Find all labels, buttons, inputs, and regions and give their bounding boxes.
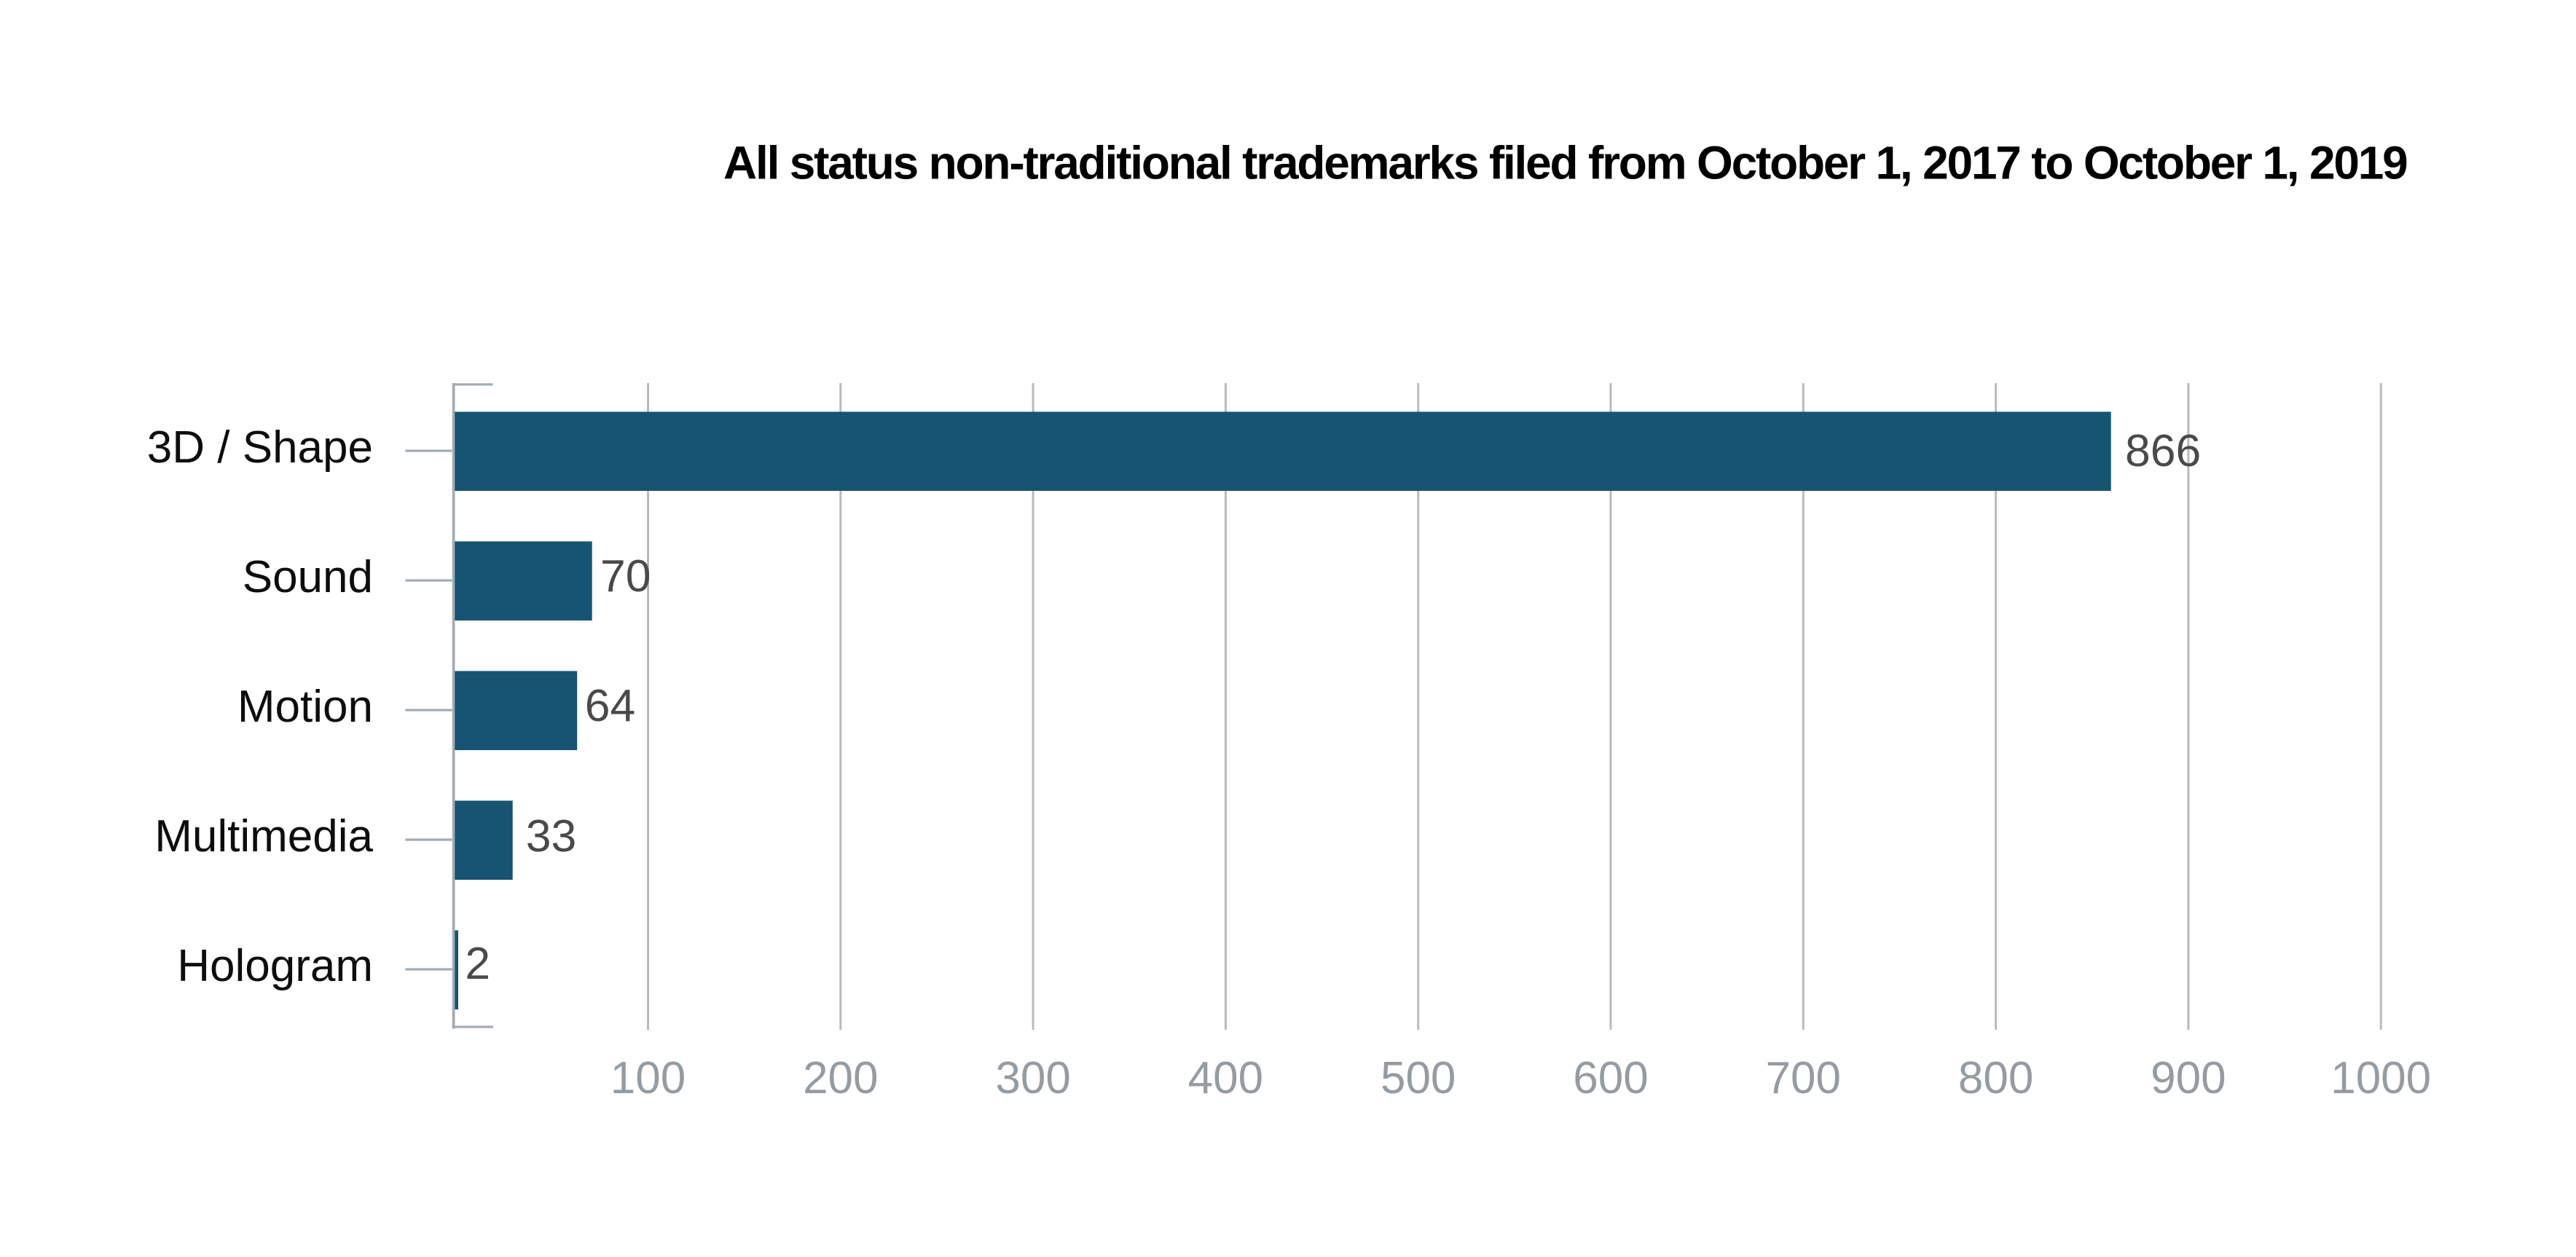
- svg-text:866: 866: [2125, 425, 2201, 476]
- svg-text:300: 300: [995, 1053, 1070, 1103]
- svg-text:600: 600: [1573, 1053, 1648, 1103]
- svg-text:Multimedia: Multimedia: [154, 811, 373, 862]
- svg-text:33: 33: [526, 811, 577, 862]
- svg-text:500: 500: [1381, 1053, 1456, 1103]
- svg-text:100: 100: [610, 1053, 686, 1103]
- svg-text:200: 200: [803, 1053, 878, 1103]
- svg-text:2: 2: [465, 938, 490, 989]
- svg-text:All status non-traditional tra: All status non-traditional trademarks fi…: [723, 137, 2407, 189]
- svg-text:3D / Shape: 3D / Shape: [147, 422, 373, 473]
- svg-text:70: 70: [600, 551, 651, 602]
- svg-text:400: 400: [1188, 1053, 1263, 1103]
- svg-text:Motion: Motion: [237, 682, 373, 732]
- svg-text:Hologram: Hologram: [177, 941, 373, 991]
- svg-text:700: 700: [1766, 1053, 1841, 1103]
- svg-text:900: 900: [2151, 1053, 2226, 1103]
- svg-text:Sound: Sound: [243, 552, 373, 602]
- svg-text:64: 64: [585, 680, 636, 731]
- svg-text:1000: 1000: [2330, 1053, 2431, 1103]
- svg-text:800: 800: [1958, 1053, 2033, 1103]
